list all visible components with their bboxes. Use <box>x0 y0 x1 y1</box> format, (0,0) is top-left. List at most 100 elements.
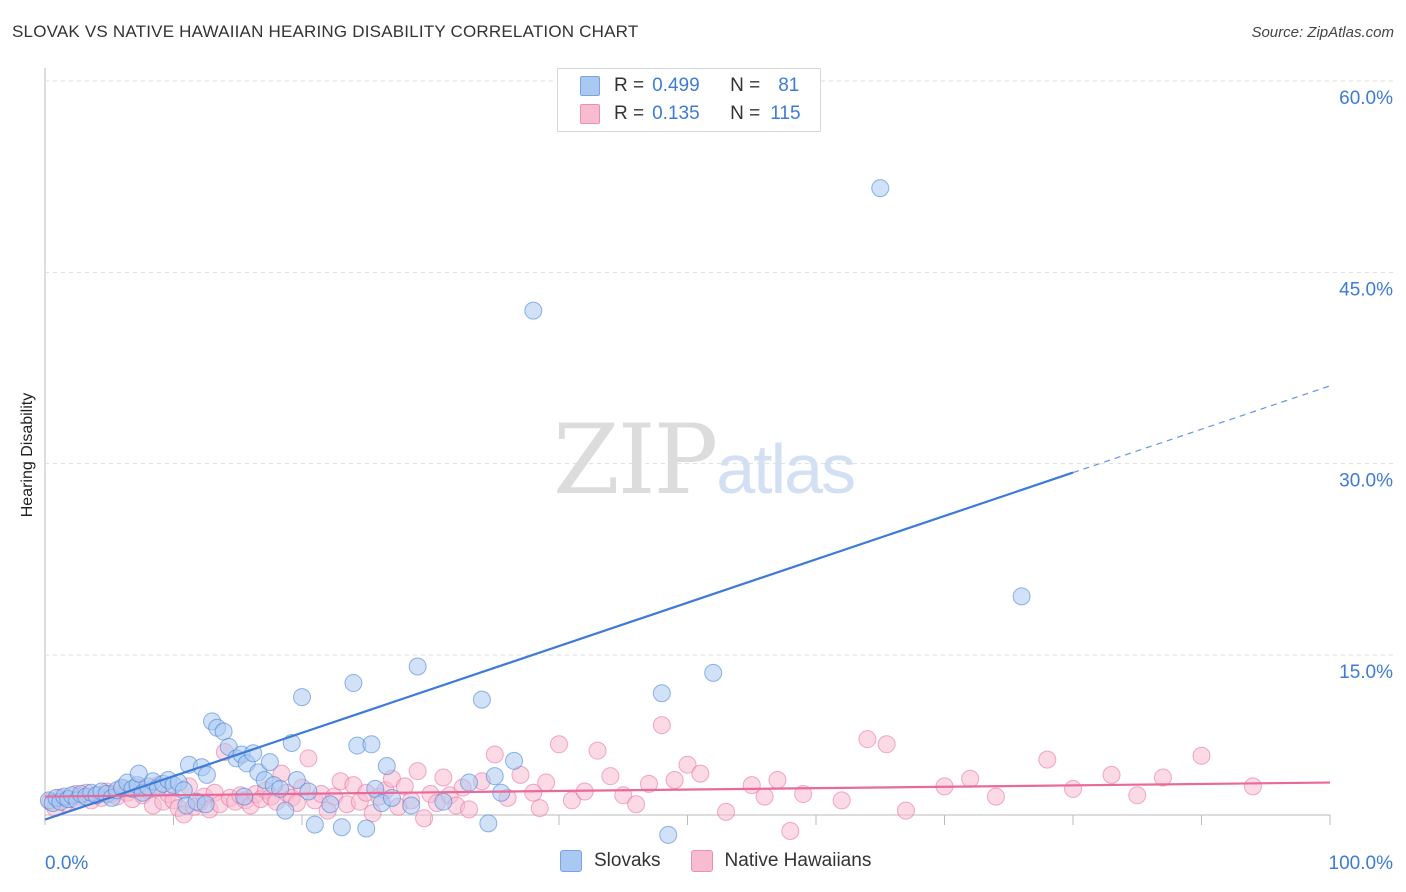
slovak-trend-line <box>44 471 1074 821</box>
hawaiian-point <box>601 767 620 786</box>
y-tick-label: 30.0% <box>1339 471 1393 492</box>
hawaiian-point <box>588 741 607 760</box>
slovak-point <box>402 796 421 815</box>
slovak-point <box>276 801 295 820</box>
slovak-point <box>321 795 340 814</box>
slovak-point <box>332 818 351 837</box>
hawaiian-point <box>524 783 543 802</box>
hawaiian-point <box>1102 765 1121 784</box>
legend-n-label: N = <box>730 75 761 96</box>
hawaiian-point <box>639 774 658 793</box>
hawaiian-point <box>832 791 851 810</box>
hawaiian-point <box>485 745 504 764</box>
slovak-point <box>287 771 306 790</box>
series-legend-slovaks: Slovaks <box>560 850 661 872</box>
hawaiian-point <box>460 800 479 819</box>
slovak-point <box>362 735 381 754</box>
slovak-point <box>485 767 504 786</box>
slovak-point <box>196 795 215 814</box>
legend-n-label: N = <box>730 103 761 124</box>
x-tick-label: 0.0% <box>45 853 88 874</box>
legend-r-value: 0.135 <box>652 103 700 124</box>
slovak-point <box>377 756 396 775</box>
legend-r-label: R = <box>614 75 645 96</box>
slovak-point <box>344 674 363 693</box>
slovak-point <box>299 782 318 801</box>
slovak-point <box>659 825 678 844</box>
y-tick-label: 15.0% <box>1339 662 1393 683</box>
legend-r-value: 0.499 <box>652 75 700 96</box>
slovak-point <box>260 753 279 772</box>
hawaiian-trend-line <box>44 781 1331 798</box>
hawaiian-point <box>299 749 318 768</box>
hawaiian-point <box>550 735 568 754</box>
chart-title: SLOVAK VS NATIVE HAWAIIAN HEARING DISABI… <box>12 22 639 41</box>
legend-swatch-hawaiians <box>580 104 600 124</box>
slovak-point <box>460 773 479 792</box>
watermark-zip: ZIP <box>553 404 718 516</box>
slovak-point <box>357 819 376 838</box>
hawaiian-point <box>627 795 646 814</box>
hawaiian-point <box>961 769 980 788</box>
slovak-point <box>305 815 324 834</box>
hawaiian-point <box>537 773 556 792</box>
x-tick-label: 100.0% <box>1329 853 1394 874</box>
series-label-hawaiians: Native Hawaiians <box>724 850 872 871</box>
series-legend-hawaiians: Native Hawaiians <box>690 850 872 872</box>
watermark-atlas: atlas <box>716 430 856 508</box>
slovak-point <box>505 751 524 770</box>
hawaiian-point <box>678 755 697 774</box>
slovak-point <box>472 690 491 709</box>
hawaiian-point <box>877 735 896 754</box>
hawaiian-point <box>1064 779 1082 798</box>
hawaiian-point <box>691 764 710 783</box>
hawaiian-point <box>415 809 434 828</box>
hawaiian-point <box>794 785 813 804</box>
series-legend: Slovaks Native Hawaiians <box>560 850 901 872</box>
slovak-point <box>652 684 671 703</box>
legend-r-label: R = <box>614 103 645 124</box>
slovak-point <box>704 663 723 682</box>
y-tick-label: 60.0% <box>1339 88 1393 109</box>
legend-n-value: 115 <box>770 103 801 124</box>
slovak-point <box>479 814 498 833</box>
legend-swatch-slovaks <box>580 76 600 96</box>
hawaiian-point <box>717 802 736 821</box>
hawaiian-point <box>434 768 453 787</box>
hawaiian-point <box>1038 750 1057 769</box>
legend-n-value: 81 <box>778 75 800 96</box>
chart-source: Source: ZipAtlas.com <box>1251 24 1394 41</box>
slovak-point <box>524 301 543 320</box>
hawaiian-point <box>1192 746 1211 765</box>
slovak-point <box>235 787 254 806</box>
slovak-point <box>197 765 216 784</box>
slovak-point <box>293 688 311 707</box>
hawaiian-point <box>530 799 549 818</box>
slovak-point <box>129 764 148 783</box>
hawaiian-point <box>768 771 787 790</box>
hawaiian-point <box>986 787 1005 806</box>
slovak-trend-extension <box>1072 385 1331 474</box>
slovak-point <box>1012 587 1031 606</box>
correlation-legend: R = 0.499 N = 81 R = 0.135 N = 115 <box>557 68 821 132</box>
hawaiian-point <box>665 771 684 790</box>
watermark: ZIPatlas <box>553 404 856 516</box>
slovak-point <box>871 179 890 198</box>
y-tick-label: 45.0% <box>1339 279 1393 300</box>
hawaiian-point <box>652 716 671 735</box>
slovak-point <box>434 792 453 811</box>
hawaiian-point <box>755 787 774 806</box>
hawaiian-point <box>1243 777 1262 796</box>
series-label-slovaks: Slovaks <box>594 850 661 871</box>
hawaiian-point <box>858 730 877 749</box>
hawaiian-point <box>781 822 800 841</box>
series-swatch-slovaks <box>560 850 582 872</box>
hawaiian-point <box>1153 768 1172 787</box>
hawaiian-point <box>1128 786 1147 805</box>
legend-row-hawaiians: R = 0.135 N = 115 <box>580 101 801 127</box>
hawaiian-point <box>408 762 427 781</box>
slovak-point <box>408 657 427 676</box>
legend-row-slovaks: R = 0.499 N = 81 <box>580 73 799 99</box>
slovak-point <box>214 722 233 741</box>
